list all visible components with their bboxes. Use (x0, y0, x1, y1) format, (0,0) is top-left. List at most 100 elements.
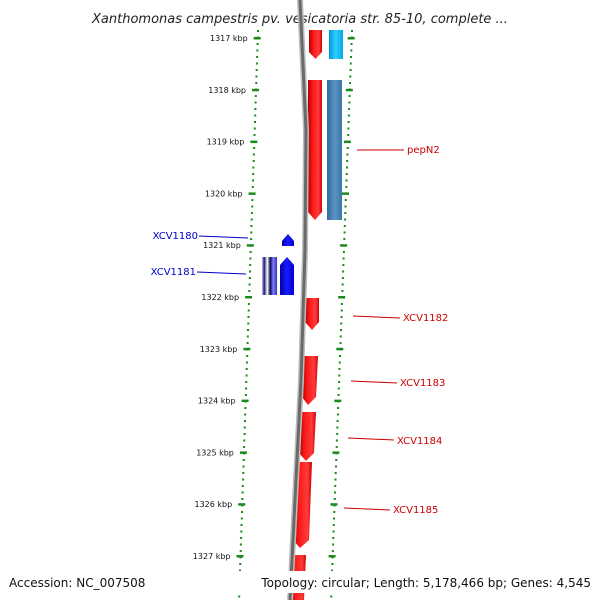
rail-dot (330, 595, 333, 598)
gene-label-XCV1180[interactable]: XCV1180 (153, 231, 249, 242)
rail-dot (245, 387, 248, 390)
kbp-tick-label: 1317 kbp (210, 34, 248, 43)
rail-dot (336, 433, 339, 435)
gene-arrow (282, 234, 294, 246)
gene-label-text: pepN2 (407, 145, 440, 156)
rail-dot (247, 303, 250, 305)
rail-dot (243, 433, 246, 435)
cds-track (327, 30, 343, 220)
rail-dot (244, 394, 247, 396)
rail-dot (350, 56, 352, 58)
kbp-tick-left (248, 192, 256, 195)
rail-dot (346, 166, 348, 169)
gene-label-XCV1184[interactable]: XCV1184 (347, 436, 442, 447)
rail-dot (335, 439, 338, 442)
gene-label-text: XCV1180 (153, 231, 198, 242)
rail-dot (255, 82, 258, 84)
rail-dot (251, 199, 254, 201)
chromosome-backbone (287, 0, 310, 600)
cds-feature (329, 30, 343, 59)
kbp-tick-left (250, 140, 258, 144)
gene-arrow (302, 356, 318, 405)
gene-label-text: XCV1184 (397, 436, 442, 447)
accession-text: Accession: NC_007508 (9, 576, 145, 590)
gene-label-text: XCV1181 (151, 267, 196, 278)
rail-dot (240, 530, 243, 533)
rail-dot (347, 121, 350, 123)
rail-dot (334, 478, 337, 481)
kbp-tick-label: 1320 kbp (205, 189, 243, 198)
gene-arrow (280, 257, 294, 295)
kbp-tick-right (330, 503, 338, 506)
kbp-tick-right (342, 192, 349, 195)
rail-dot (344, 218, 347, 221)
rail-dot (252, 160, 255, 162)
rail-dot (347, 114, 350, 117)
kbp-tick-left (245, 296, 253, 299)
kbp-tick-left (238, 503, 246, 506)
rail-dot (347, 134, 350, 136)
rail-dot (250, 238, 253, 240)
kbp-tick-right (345, 88, 353, 92)
rail-dot (340, 329, 342, 331)
rail-dot (247, 309, 250, 312)
rail-dot (243, 439, 246, 442)
rail-dot (349, 62, 352, 65)
rail-dot (346, 147, 349, 149)
rail-dot (338, 374, 341, 377)
rail-dot (340, 303, 343, 305)
rail-dot (348, 101, 351, 104)
rail-dot (343, 238, 346, 240)
kbp-ticks: 1317 kbp 1318 kbp 1319 kbp 1320 kbp 1321 kbp… (193, 34, 355, 561)
gene-label-XCV1181[interactable]: XCV1181 (151, 267, 247, 278)
kbp-tick-left (236, 555, 244, 558)
rail-dot (337, 387, 340, 390)
gene-label-pepN2[interactable]: pepN2 (357, 145, 440, 156)
kbp-tick-right (340, 244, 348, 247)
rail-dot (239, 569, 241, 572)
rail-dot (342, 257, 345, 260)
rail-dot (257, 30, 259, 32)
rail-dot (256, 56, 259, 58)
rail-dot (337, 407, 340, 409)
rail-dot (249, 264, 252, 266)
rail-dot (351, 30, 353, 32)
rail-dot (341, 283, 344, 286)
rail-dot (254, 114, 257, 117)
rail-dot (331, 550, 334, 552)
rail-dot (335, 465, 337, 468)
rail-dot (238, 595, 241, 598)
gene-arrow (309, 30, 322, 59)
gene-label-text: XCV1183 (400, 378, 445, 389)
cds-feature (327, 80, 342, 220)
rail-dot (334, 485, 337, 487)
rail-dot (253, 127, 256, 130)
rail-dot (341, 290, 344, 292)
rail-dot (335, 446, 338, 448)
rail-dot (244, 420, 246, 422)
rail-dot (241, 498, 244, 500)
rail-dot (250, 218, 253, 221)
gene-arrow (308, 80, 322, 220)
gene-arrow (305, 298, 319, 330)
kbp-tick-label: 1327 kbp (193, 552, 231, 561)
gene-label-XCV1183[interactable]: XCV1183 (350, 378, 445, 389)
rail-dot (250, 225, 253, 227)
rail-dot (333, 498, 336, 500)
kbp-tick-label: 1324 kbp (198, 397, 236, 406)
rail-dot (332, 530, 335, 533)
kbp-tick-right (347, 37, 355, 40)
gene-label-XCV1185[interactable]: XCV1185 (343, 505, 438, 516)
rail-dot (251, 186, 254, 188)
rail-dot (250, 212, 253, 214)
rail-dot (338, 361, 341, 364)
kbp-tick-label: 1321 kbp (203, 241, 241, 250)
kbp-tick-right (332, 451, 340, 454)
rail-dot (256, 49, 259, 52)
rail-dot (339, 335, 342, 338)
rail-dot (334, 472, 337, 474)
gene-label-XCV1182[interactable]: XCV1182 (352, 313, 448, 324)
rail-dot (240, 537, 243, 539)
rail-dot (244, 413, 247, 416)
rail-dot (350, 49, 353, 52)
